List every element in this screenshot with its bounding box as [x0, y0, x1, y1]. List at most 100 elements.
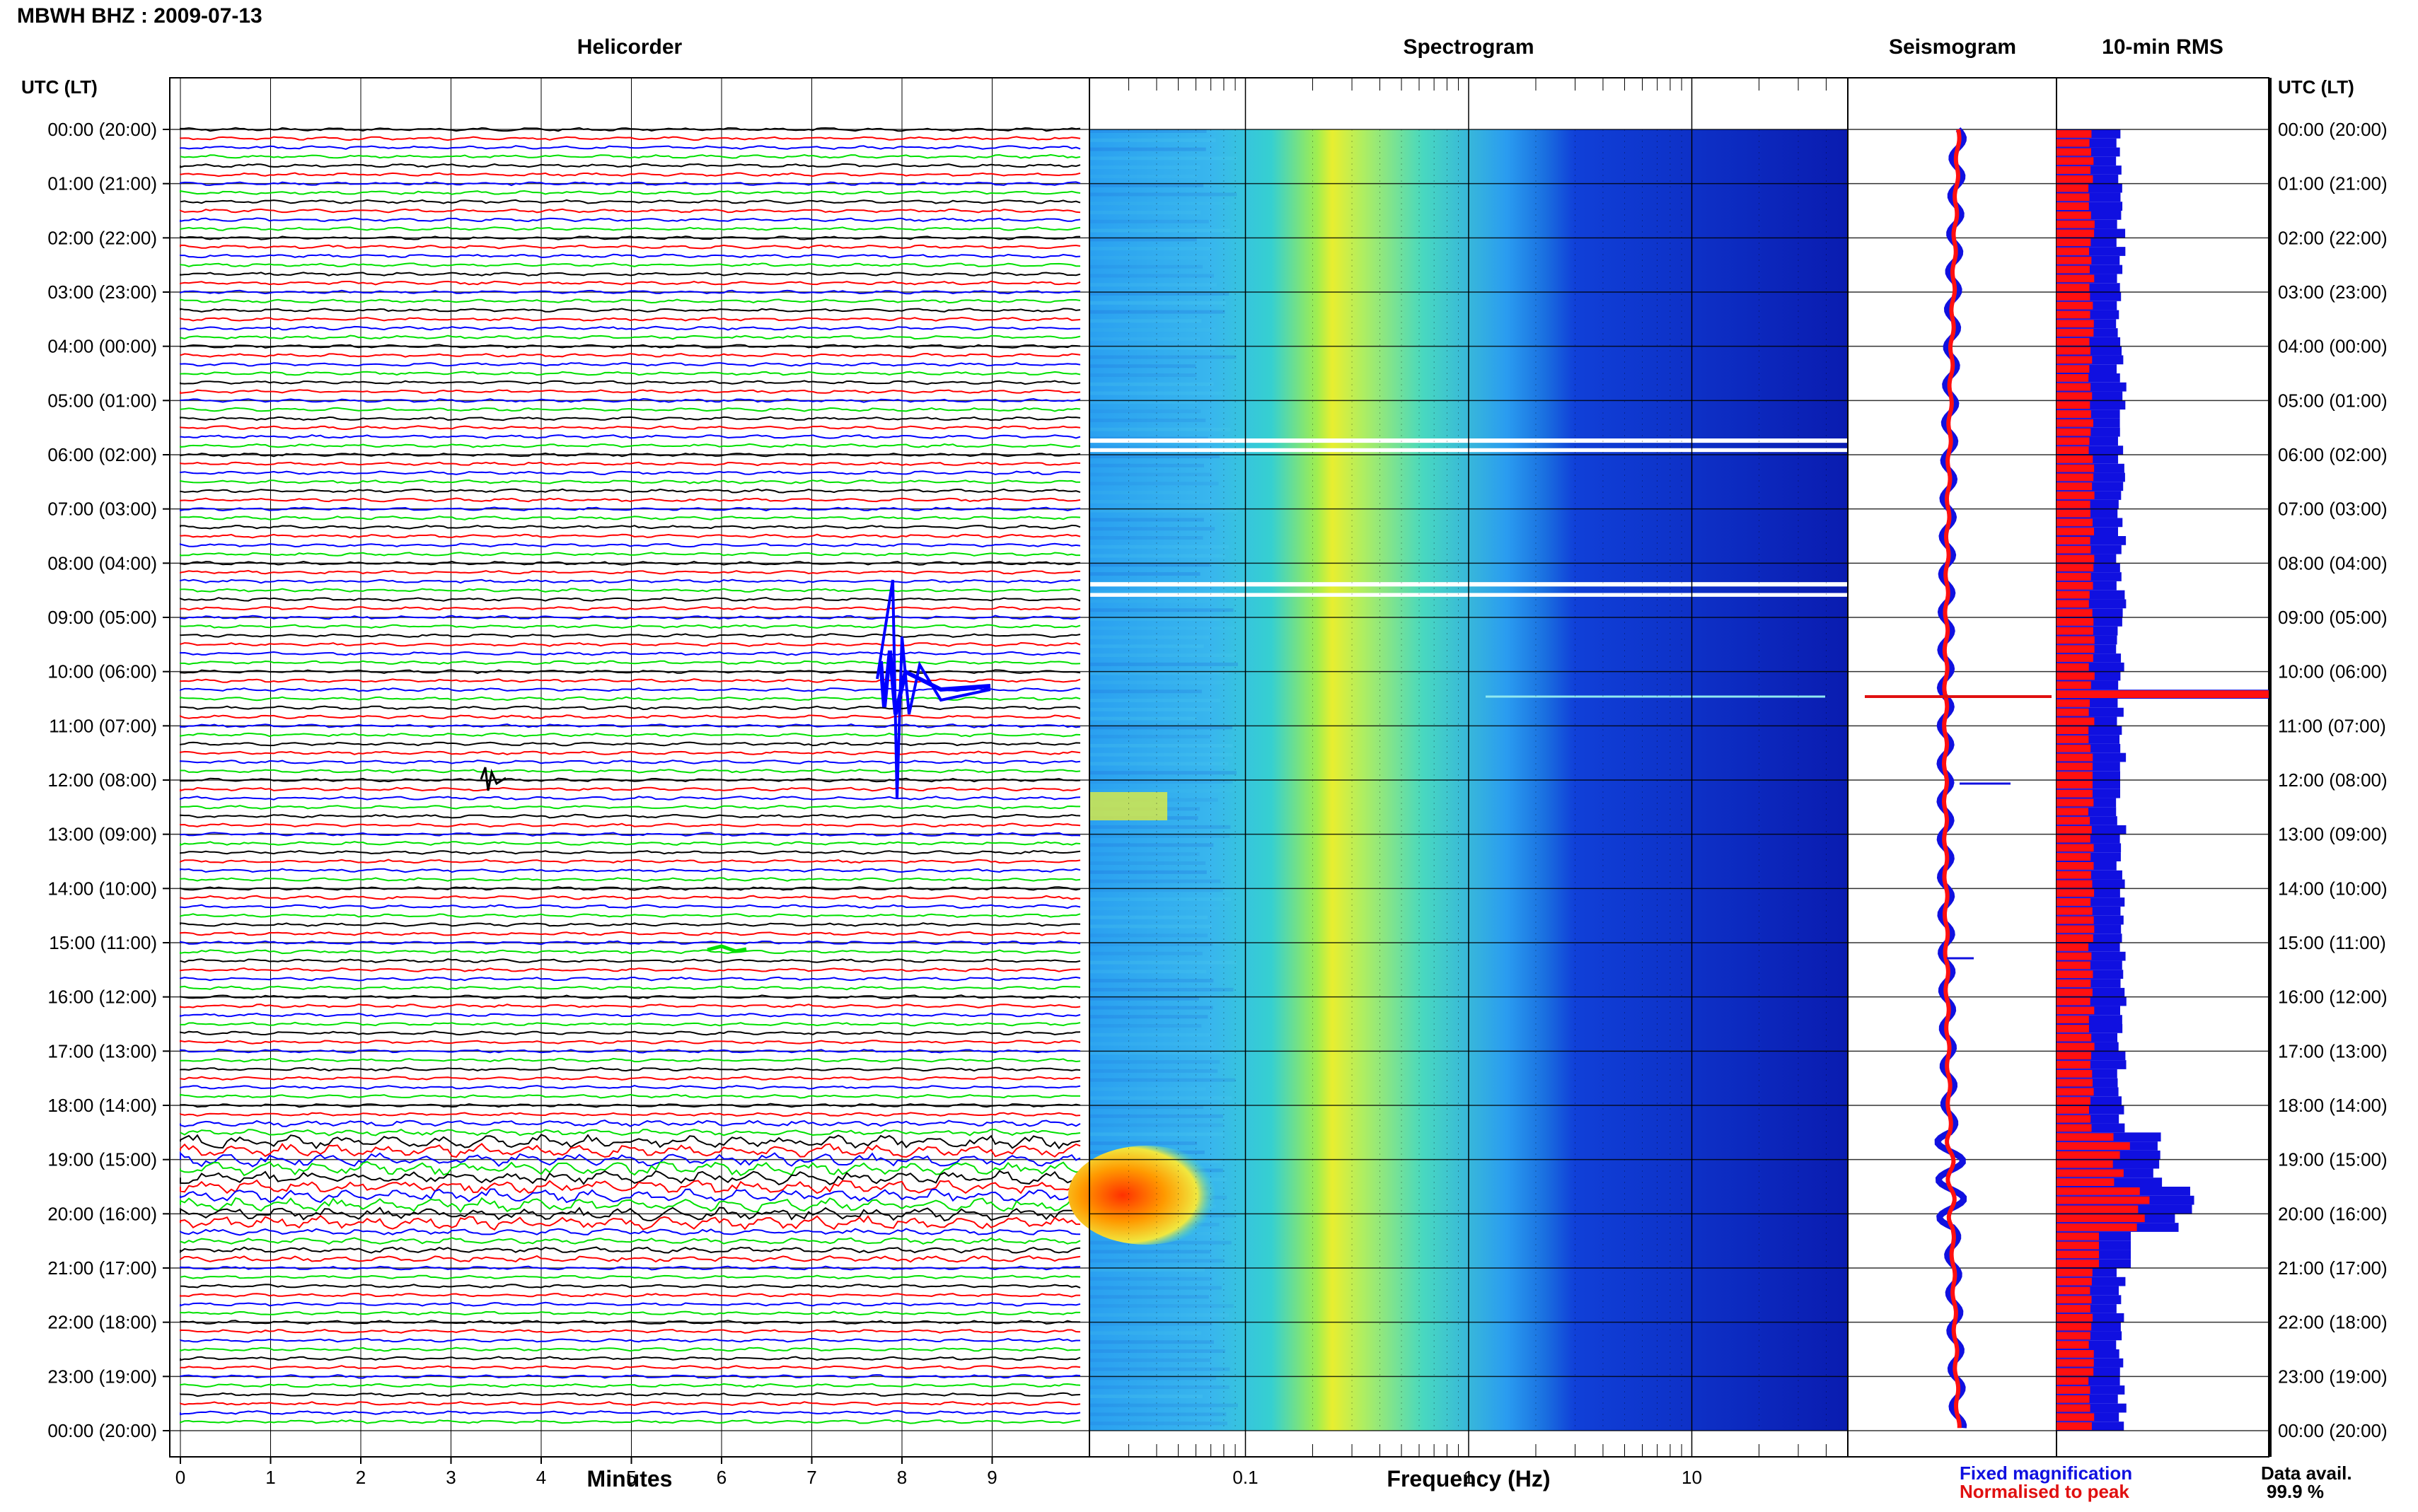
rms-bar-normalised	[2057, 347, 2091, 355]
frequency-tick-labels: 0.1 1 10	[1232, 1467, 1702, 1488]
rms-bar-normalised	[2057, 500, 2090, 508]
rms-bar-normalised	[2057, 880, 2093, 888]
rms-bar-normalised	[2057, 781, 2093, 789]
spectrogram-stripe	[1089, 699, 1220, 702]
spectrogram-stripe	[1089, 508, 1238, 513]
time-label-right: 12:00 (08:00)	[2278, 769, 2388, 791]
rms-bar-normalised	[2057, 898, 2091, 906]
helicorder-trace	[180, 1284, 1081, 1289]
spectrogram-stripe	[1089, 255, 1208, 260]
rms-bar-normalised	[2057, 1006, 2095, 1015]
rms-bar-normalised	[2057, 274, 2095, 283]
rms-bar-normalised	[2057, 329, 2094, 337]
helicorder-trace	[180, 452, 1081, 458]
helicorder-trace	[180, 397, 1081, 403]
helicorder-trace	[180, 1085, 1081, 1090]
rms-bar-normalised	[2057, 248, 2090, 255]
rms-bar-normalised	[2057, 808, 2089, 816]
helicorder-trace	[180, 325, 1081, 331]
rms-bar-normalised	[2057, 464, 2095, 472]
time-label-right: 13:00 (09:00)	[2278, 824, 2388, 845]
helicorder-trace	[180, 272, 1081, 277]
spectrogram-stripe	[1089, 355, 1237, 359]
time-label-left: 13:00 (09:00)	[47, 824, 157, 845]
rms-bar-normalised	[2057, 1223, 2137, 1231]
rms-bar-normalised	[2057, 256, 2092, 264]
helicorder-trace	[180, 1030, 1081, 1036]
helicorder-trace	[180, 705, 1081, 711]
rms-bar-normalised	[2057, 934, 2093, 942]
helicorder-trace	[180, 868, 1081, 873]
spectrogram-stripe	[1089, 1349, 1225, 1353]
rms-bar-normalised	[2057, 528, 2095, 535]
station-title: MBWH BHZ : 2009-07-13	[17, 4, 262, 28]
event-12h	[480, 767, 507, 791]
legend-fixed-magnification: Fixed magnification	[1960, 1462, 2133, 1484]
rms-bar-normalised	[2057, 1250, 2099, 1259]
spectrogram-stripe	[1089, 843, 1214, 847]
spectrogram-stripe	[1089, 707, 1213, 711]
helicorder-trace	[180, 641, 1081, 647]
rms-bar-normalised	[2057, 1097, 2090, 1105]
helicorder-trace	[180, 1310, 1081, 1316]
rms-bar-normalised	[2057, 853, 2091, 861]
helicorder-trace	[180, 940, 1081, 946]
rms-bar-normalised	[2057, 726, 2089, 735]
time-label-left: 15:00 (11:00)	[49, 932, 157, 953]
helicorder-trace	[180, 678, 1081, 683]
rms-bar-normalised	[2057, 699, 2090, 707]
helicorder-trace	[180, 479, 1081, 484]
spectrogram-stripe	[1089, 1069, 1218, 1073]
time-label-left: 19:00 (15:00)	[47, 1149, 157, 1170]
helicorder-trace	[180, 578, 1081, 584]
helicorder-trace	[180, 1293, 1080, 1298]
helicorder-trace	[180, 1142, 1081, 1158]
spectrogram-stripe	[1089, 1313, 1230, 1317]
frequency-tick-label: 1	[1464, 1467, 1474, 1488]
helicorder-trace	[180, 1021, 1081, 1027]
spectrogram-stripe	[1089, 1033, 1212, 1037]
seismogram-normalised-trace	[1941, 129, 1962, 1429]
spectrogram-stripe	[1089, 1412, 1227, 1417]
earthquake-10h-body	[879, 650, 991, 715]
helicorder-trace	[180, 371, 1081, 376]
rms-bar-normalised	[2057, 871, 2091, 879]
rms-bar-normalised	[2057, 1187, 2140, 1195]
helicorder-trace	[180, 605, 1081, 611]
helicorder-trace	[180, 1093, 1081, 1099]
helicorder-trace	[180, 1206, 1081, 1222]
helicorder-trace	[180, 1419, 1081, 1424]
spectrogram-stripe	[1089, 183, 1204, 187]
helicorder-trace	[180, 560, 1081, 566]
spectrogram-stripe	[1089, 1105, 1204, 1109]
helicorder-trace	[180, 1170, 1081, 1186]
helicorder-trace	[180, 1188, 1081, 1204]
spectrogram-stripe	[1089, 951, 1203, 955]
rms-bar-normalised	[2057, 537, 2090, 545]
spectrogram-stripe	[1089, 1060, 1220, 1064]
helicorder-trace	[180, 488, 1081, 494]
rms-bar-normalised	[2057, 952, 2092, 960]
spectrogram-stripe	[1089, 662, 1238, 666]
spectrogram-stripe	[1089, 743, 1233, 748]
data-availability-value: 99.9 %	[2267, 1481, 2324, 1502]
time-label-right: 22:00 (18:00)	[2278, 1312, 2388, 1333]
helicorder-trace	[180, 1076, 1081, 1081]
spectrogram-stripe	[1089, 897, 1232, 902]
rms-bar-normalised	[2057, 238, 2091, 247]
helicorder-trace	[180, 1120, 1081, 1127]
spectrogram-stripe	[1089, 427, 1231, 431]
spectrogram-stripe	[1089, 238, 1197, 242]
helicorder-trace	[180, 931, 1080, 936]
frequency-tick-label: 10	[1682, 1467, 1702, 1488]
helicorder-trace	[180, 1320, 1081, 1325]
helicorder-trace	[180, 1347, 1081, 1352]
helicorder-trace	[180, 1392, 1081, 1397]
helicorder-trace	[180, 651, 1081, 656]
time-label-right: 01:00 (21:00)	[2278, 173, 2388, 194]
rms-bar-normalised	[2057, 1313, 2093, 1322]
spectrogram-stripe	[1089, 1042, 1213, 1046]
rms-bar-normalised	[2057, 844, 2094, 852]
helicorder-trace	[180, 859, 1081, 864]
time-label-right: 04:00 (00:00)	[2278, 336, 2388, 357]
